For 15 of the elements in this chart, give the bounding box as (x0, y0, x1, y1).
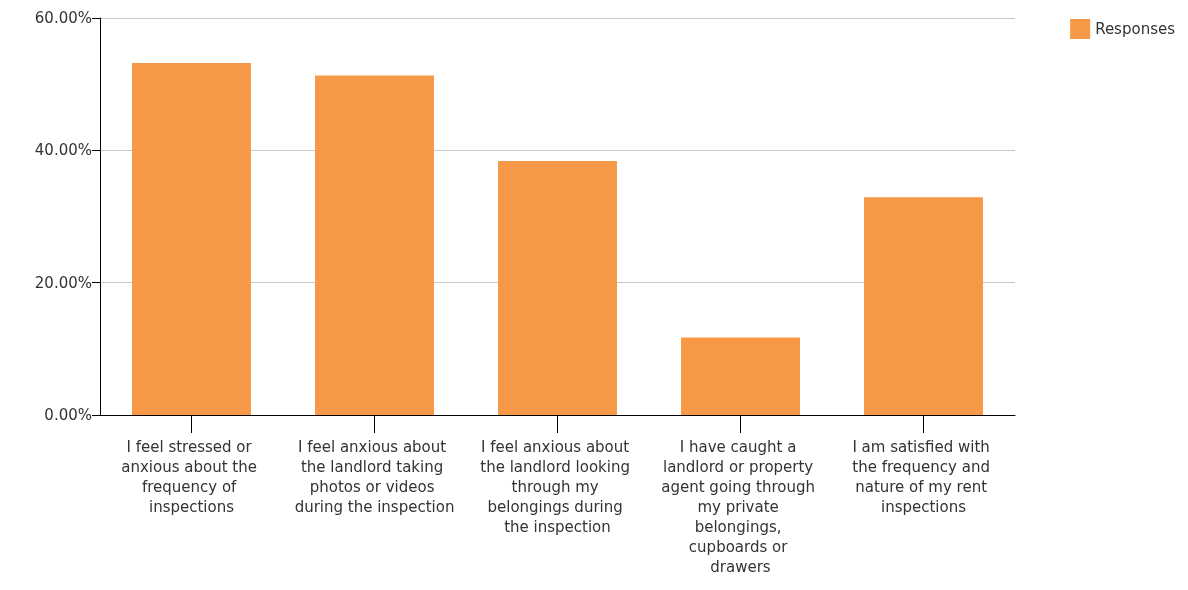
x-tick-label: I feel anxious about the landlord taking photos or videos during the inspection (294, 438, 455, 516)
bar (132, 62, 251, 415)
x-tick-label: I have caught a landlord or property agent going through my private belongings, cupboards or drawers (661, 438, 820, 576)
bar (315, 75, 434, 415)
y-tick-label: 20.00% (34, 273, 92, 292)
x-tick-label: I feel stressed or anxious about the frequency of inspections (121, 438, 262, 516)
y-tick-label: 0.00% (44, 406, 92, 424)
bar (498, 160, 617, 415)
bar (864, 197, 983, 415)
x-tick-label: I feel anxious about the landlord looking through my belongings during the inspection (480, 438, 635, 536)
x-tick-label: I am satisfied with the frequency and nature of my rent inspections (852, 438, 995, 516)
bar (681, 337, 800, 415)
y-tick-label: 60.00% (34, 9, 92, 27)
legend-label: Responses (1095, 20, 1176, 38)
y-tick-label: 40.00% (34, 141, 92, 160)
